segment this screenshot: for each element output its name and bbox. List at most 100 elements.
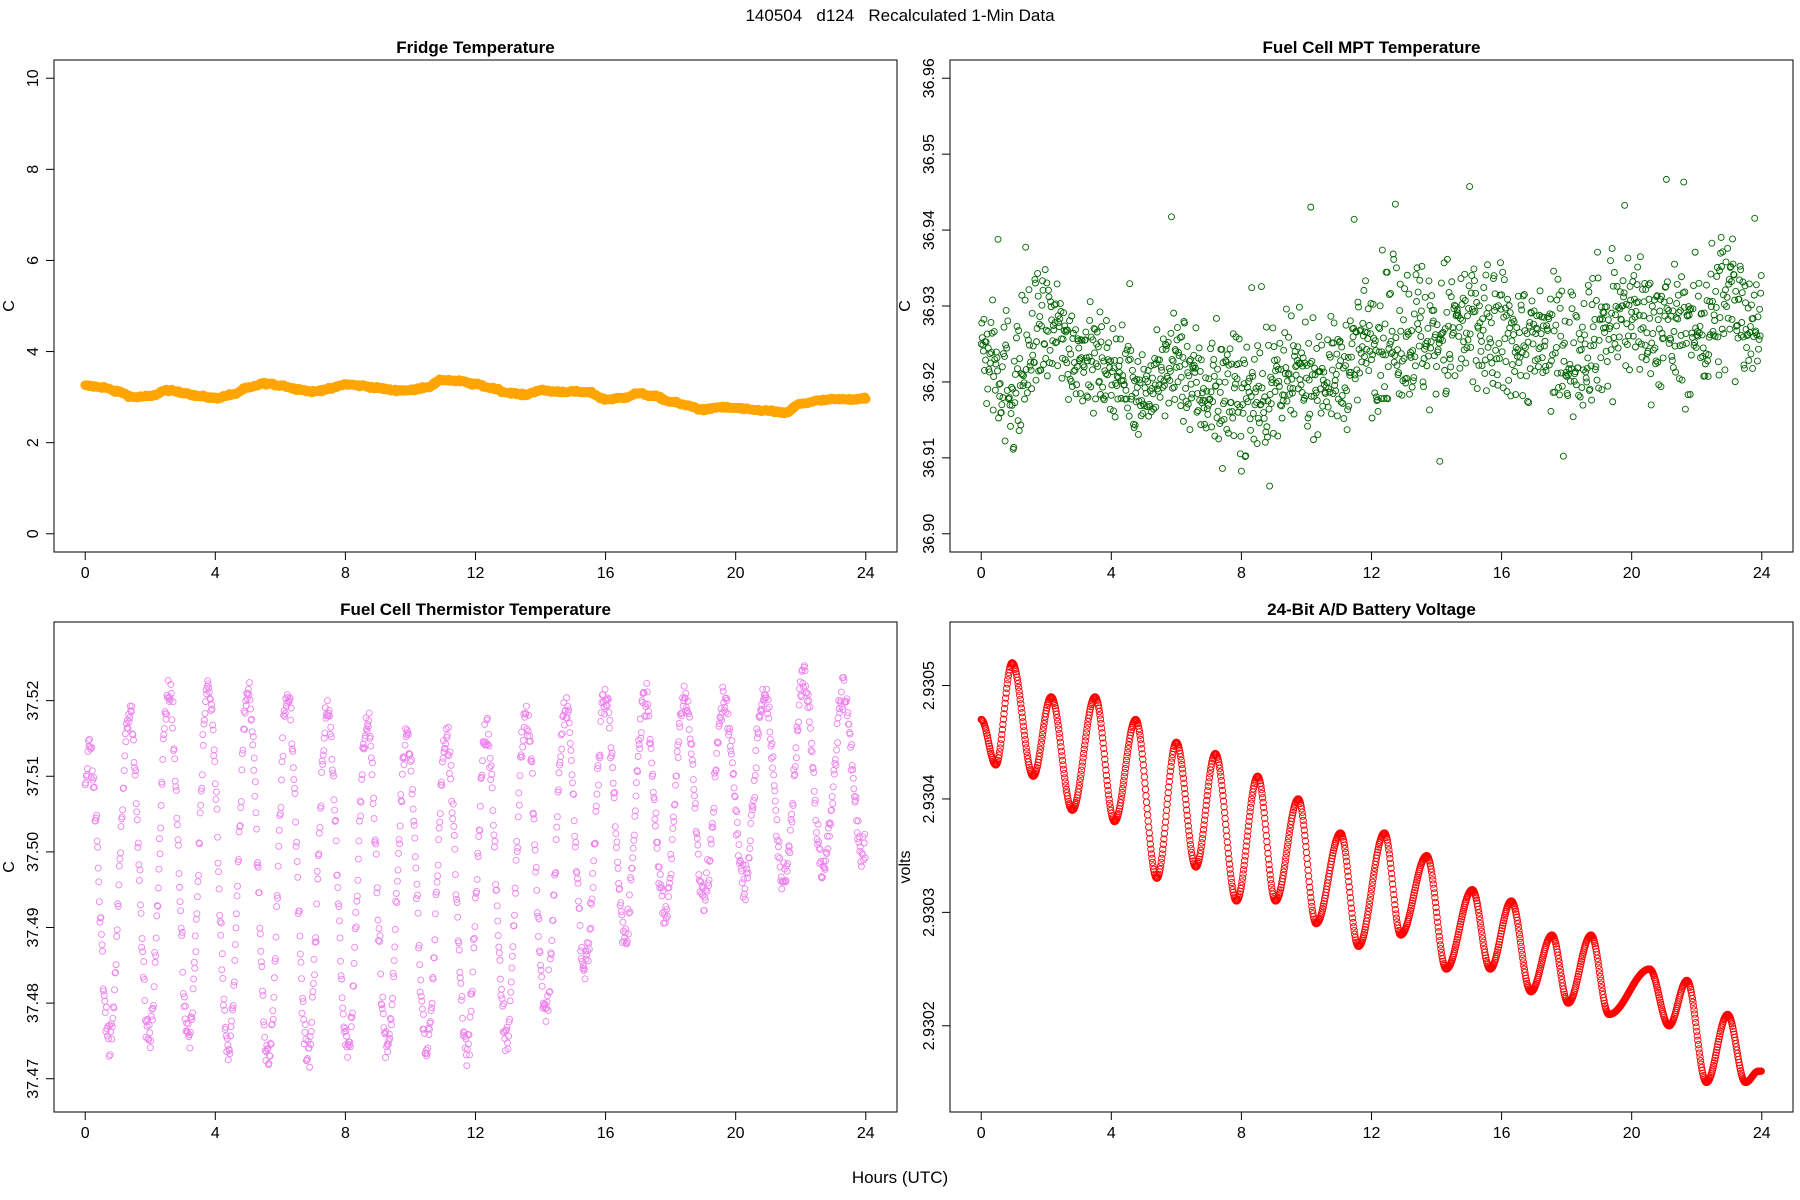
data-point [1078,354,1085,362]
data-point [1440,356,1448,364]
data-point [1513,352,1521,360]
data-point [353,892,361,900]
data-point [1617,316,1625,324]
data-point [1730,271,1738,279]
data-point [538,982,546,990]
data-point [308,993,316,1001]
data-point [1346,888,1354,897]
data-point [1107,806,1115,814]
data-point [1360,928,1369,936]
data-point [565,706,573,714]
data-point [1370,867,1378,876]
data-point [700,906,708,914]
data-point [1051,319,1059,327]
data-point [1105,339,1113,347]
data-point [469,968,477,976]
data-point [1584,354,1592,362]
data-point [993,354,1001,362]
data-point [1389,250,1397,258]
data-point [140,976,148,983]
data-point [1182,800,1190,809]
data-point [1672,314,1680,322]
x-tick-label: 8 [1237,1125,1246,1142]
data-point [1378,246,1386,254]
data-point [1518,950,1526,958]
data-point [1054,721,1062,729]
data-point [535,915,543,923]
data-point [1428,292,1436,300]
data-point [545,988,553,996]
data-point [1063,326,1071,334]
data-point [441,745,449,752]
data-point [1471,307,1479,315]
data-point [765,703,773,711]
data-point [343,1032,350,1040]
data-point [1687,351,1695,359]
data-point [569,790,577,798]
data-point [438,758,446,766]
data-point [324,697,331,704]
data-point [643,679,651,687]
data-point [1579,401,1587,409]
data-point [1159,845,1167,853]
data-point [1063,359,1071,367]
data-point [466,1013,474,1021]
data-point [1175,348,1182,356]
data-point [1097,724,1106,732]
data-point [1166,377,1174,384]
data-point [1552,321,1560,329]
data-point [1392,334,1400,342]
data-point [1229,885,1237,894]
data-point [1546,295,1554,303]
data-point [331,806,339,814]
data-point [354,876,362,884]
data-point [689,760,697,768]
data-point [478,771,486,779]
data-point [196,840,204,848]
data-point [1434,346,1442,354]
data-point [1388,350,1396,358]
data-point [1197,356,1205,364]
data-point [1192,324,1200,332]
data-point [365,717,373,724]
data-point [267,1040,275,1048]
data-point [1409,896,1417,905]
data-point [339,1010,347,1018]
data-point [373,884,381,892]
data-point [1078,762,1086,770]
y-tick-label: 2.9303 [921,888,938,937]
data-point [112,969,120,976]
data-point [1123,752,1131,761]
data-point [1017,700,1025,708]
data-point [281,712,289,720]
data-point [1258,789,1266,798]
data-point [334,900,342,908]
data-point [1333,412,1341,420]
data-point [1237,432,1245,440]
data-point [1227,398,1235,406]
data-point [1086,705,1094,713]
data-point [1022,744,1030,752]
data-point [141,997,149,1005]
data-point [94,864,102,872]
data-point [1035,752,1043,761]
data-point [1092,395,1100,403]
data-point [720,706,728,714]
data-point [196,809,204,817]
data-point [1262,826,1270,834]
data-point [1143,804,1151,813]
data-point [1350,215,1358,223]
data-point [274,894,282,902]
data-point [1057,747,1066,755]
data-point [1358,358,1366,366]
data-point [1268,887,1276,895]
data-point [1388,875,1396,883]
data-point [765,714,773,722]
data-point [1604,382,1612,390]
data-point [313,900,321,908]
x-tick-label: 12 [1363,1125,1381,1142]
data-point [1201,420,1208,428]
x-tick-label: 16 [1493,565,1511,582]
data-point [474,849,482,857]
data-point [1332,387,1340,395]
